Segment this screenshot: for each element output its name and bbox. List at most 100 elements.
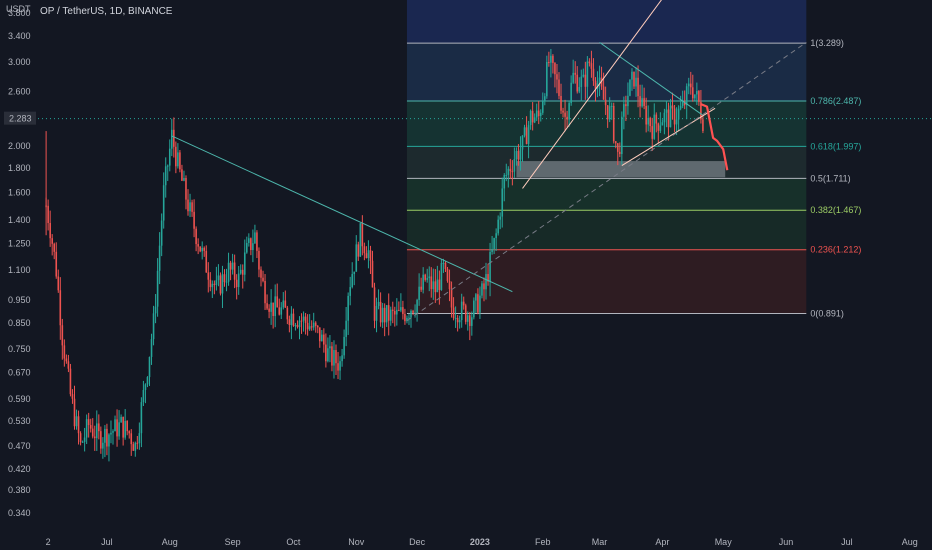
candle-up (280, 307, 283, 315)
candle-up (550, 55, 552, 63)
candle-up (491, 248, 493, 252)
candle-down (556, 74, 558, 80)
candle-down (203, 247, 206, 251)
candle-down (71, 394, 74, 399)
candle-up (408, 317, 410, 319)
y-tick-label: 3.800 (8, 8, 31, 18)
candle-up (675, 119, 678, 125)
candle-down (205, 250, 208, 273)
candle-up (343, 336, 345, 356)
candle-up (598, 77, 601, 83)
candle-down (468, 315, 471, 326)
candle-down (444, 262, 447, 269)
candle-down (61, 325, 64, 346)
candle-up (217, 275, 220, 281)
candle-up (227, 262, 230, 282)
candle-up (568, 103, 570, 120)
price-badge (4, 111, 36, 125)
candle-down (241, 269, 244, 275)
candle-up (246, 242, 248, 253)
candle-down (191, 202, 193, 212)
candle-down (195, 228, 197, 245)
candle-up (108, 434, 110, 447)
candle-down (185, 177, 187, 200)
candle-down (614, 141, 617, 144)
x-axis: 2 Jul Aug Sep Oct Nov Dec 2023 Feb Mar Apr May Jun Ju… (46, 537, 918, 547)
candle-down (619, 151, 621, 155)
candle-down (450, 289, 453, 308)
y-tick-label: 3.400 (8, 31, 31, 41)
candle-down (181, 169, 183, 181)
candle-up (458, 320, 461, 323)
candle-down (296, 325, 299, 328)
y-tick-label: 1.250 (8, 238, 31, 248)
x-tick-label: Mar (592, 537, 608, 547)
axis-unit: USDT (6, 4, 31, 14)
candle-down (100, 431, 102, 449)
candle-down (223, 274, 226, 283)
candle-down (207, 272, 210, 280)
candle-down (73, 398, 76, 427)
candle-up (294, 325, 297, 327)
candle-up (685, 86, 688, 106)
candle-down (314, 322, 317, 326)
candle-up (665, 109, 668, 113)
candle-up (252, 243, 254, 250)
candle-up (432, 281, 435, 290)
candle-up (410, 310, 412, 318)
candle-up (290, 313, 293, 326)
candle-down (369, 250, 372, 261)
candle-up (631, 71, 633, 80)
candle-down (566, 116, 568, 120)
candle-down (122, 416, 124, 438)
candle-up (546, 61, 548, 97)
fib-label: 0.382(1.467) (810, 205, 861, 215)
candle-down (667, 109, 670, 128)
candle-down (363, 246, 366, 254)
candle-up (661, 122, 664, 126)
fib-label: 0.5(1.711) (810, 173, 850, 183)
candle-up (473, 300, 475, 318)
candle-up (248, 238, 250, 243)
candle-up (572, 72, 574, 83)
candle-down (53, 243, 56, 252)
candle-up (507, 168, 510, 175)
candle-down (306, 322, 309, 330)
candle-down (655, 114, 658, 124)
candle-up (168, 148, 171, 166)
candle-down (264, 280, 266, 304)
y-tick-label: 2.600 (8, 87, 31, 97)
candle-down (671, 105, 674, 109)
candle-down (304, 316, 307, 323)
candle-down (651, 126, 654, 139)
candle-down (136, 442, 139, 444)
candle-up (499, 216, 502, 220)
candle-up (426, 278, 429, 280)
channel-upper (522, 0, 662, 189)
candle-up (442, 262, 445, 264)
candle-down (698, 91, 700, 102)
candle-down (276, 296, 279, 308)
drawings (171, 0, 807, 322)
candle-down (430, 276, 433, 290)
candle-up (367, 250, 370, 259)
candle-down (357, 244, 360, 257)
candle-down (691, 87, 694, 99)
candle-up (515, 151, 518, 160)
candle-down (235, 279, 238, 288)
candle-up (341, 355, 343, 362)
candle-up (221, 274, 224, 294)
candle-up (505, 174, 508, 176)
y-tick-label: 3.000 (8, 57, 31, 67)
candle-down (387, 305, 390, 321)
candle-down (361, 223, 364, 247)
candle-down (552, 55, 554, 63)
candle-down (420, 286, 422, 290)
candle-down (47, 205, 49, 223)
candle-up (274, 296, 276, 317)
candle-down (233, 262, 236, 280)
candle-down (278, 307, 281, 315)
candle-up (381, 307, 384, 323)
candle-down (412, 310, 414, 313)
